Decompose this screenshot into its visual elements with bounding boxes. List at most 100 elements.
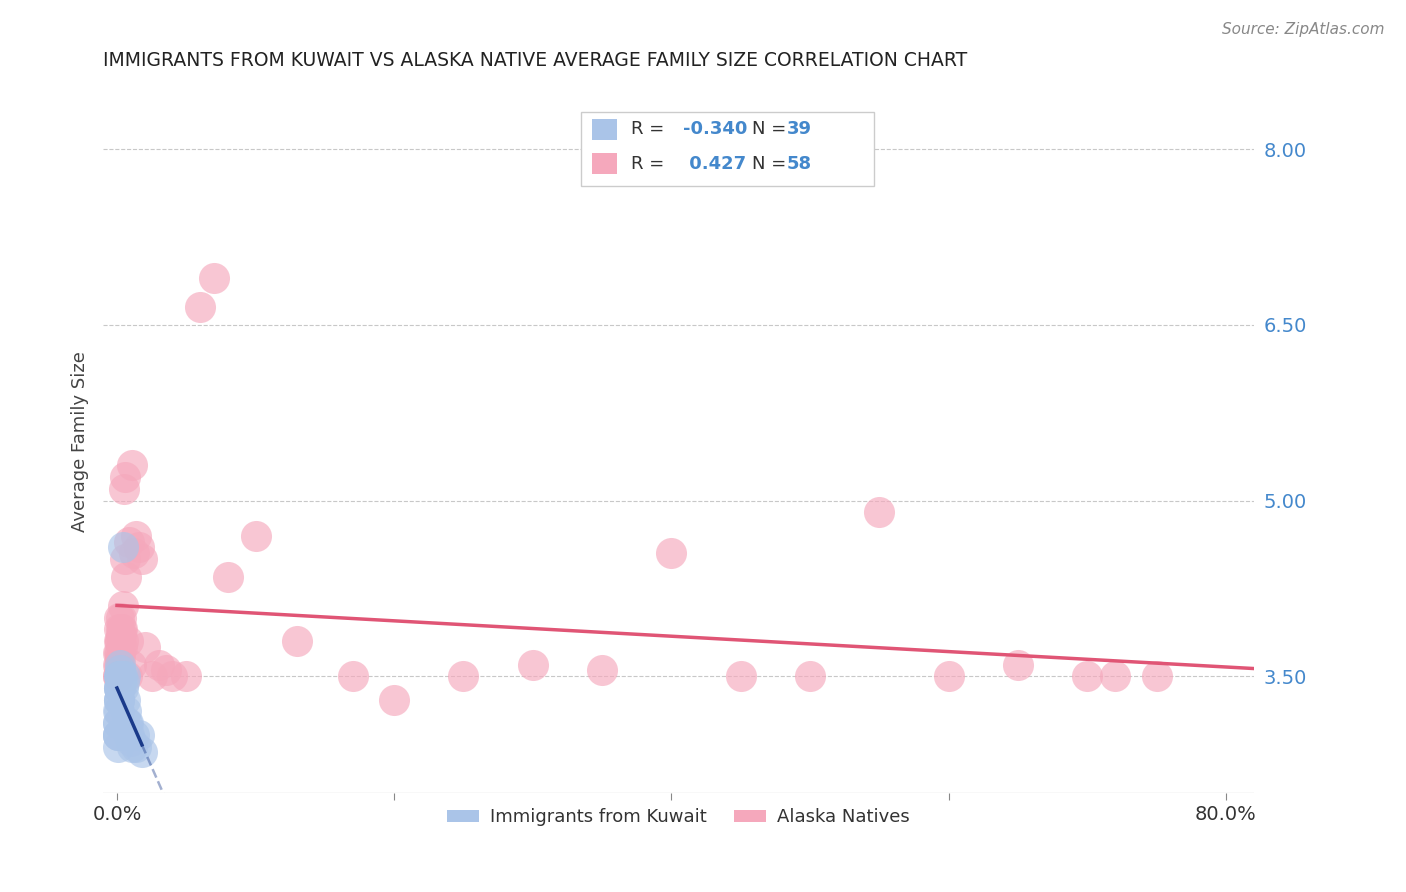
Point xyxy=(107,657,129,672)
Point xyxy=(108,610,131,624)
Point xyxy=(107,728,129,742)
FancyBboxPatch shape xyxy=(592,153,617,175)
Point xyxy=(110,610,132,624)
Point xyxy=(108,692,131,706)
Point xyxy=(131,745,153,759)
Point xyxy=(730,669,752,683)
Point xyxy=(108,634,131,648)
Point xyxy=(131,552,153,566)
Point xyxy=(217,570,239,584)
Point xyxy=(591,664,613,678)
Point xyxy=(110,669,132,683)
Point xyxy=(107,705,129,719)
Point xyxy=(114,669,136,683)
Point xyxy=(108,657,131,672)
Point xyxy=(110,675,132,690)
Point xyxy=(120,733,142,747)
Point xyxy=(112,482,135,496)
Point xyxy=(202,271,225,285)
Text: R =: R = xyxy=(631,120,665,138)
Point xyxy=(108,646,131,660)
Point xyxy=(245,529,267,543)
Point xyxy=(107,716,129,731)
Text: 58: 58 xyxy=(786,155,811,173)
Point xyxy=(115,669,138,683)
Point xyxy=(134,640,156,654)
Point xyxy=(122,546,145,560)
Point xyxy=(107,692,129,706)
Point xyxy=(111,599,134,613)
Point xyxy=(112,681,135,695)
Text: N =: N = xyxy=(752,120,786,138)
Point xyxy=(107,692,129,706)
Point xyxy=(118,534,141,549)
Point xyxy=(120,657,142,672)
Point xyxy=(661,546,683,560)
Point xyxy=(1007,657,1029,672)
Point xyxy=(121,458,143,473)
Point xyxy=(111,669,134,683)
Text: 39: 39 xyxy=(786,120,811,138)
Text: IMMIGRANTS FROM KUWAIT VS ALASKA NATIVE AVERAGE FAMILY SIZE CORRELATION CHART: IMMIGRANTS FROM KUWAIT VS ALASKA NATIVE … xyxy=(103,51,967,70)
Text: N =: N = xyxy=(752,155,786,173)
Point xyxy=(108,681,131,695)
Point xyxy=(115,716,138,731)
Point xyxy=(110,664,132,678)
Point xyxy=(108,681,131,695)
Point xyxy=(188,301,211,315)
FancyBboxPatch shape xyxy=(592,119,617,140)
Point xyxy=(125,739,148,754)
Point xyxy=(938,669,960,683)
Point xyxy=(110,628,132,642)
Point xyxy=(868,505,890,519)
Text: Source: ZipAtlas.com: Source: ZipAtlas.com xyxy=(1222,22,1385,37)
Point xyxy=(107,739,129,754)
Point xyxy=(107,728,129,742)
Point xyxy=(155,664,177,678)
Point xyxy=(114,470,136,484)
Point xyxy=(117,634,139,648)
Point xyxy=(285,634,308,648)
Point xyxy=(122,728,145,742)
Point xyxy=(1146,669,1168,683)
Point xyxy=(128,728,150,742)
Point xyxy=(148,657,170,672)
Point xyxy=(453,669,475,683)
Text: R =: R = xyxy=(631,155,665,173)
Point xyxy=(107,669,129,683)
Point xyxy=(110,634,132,648)
Point xyxy=(107,646,129,660)
Point xyxy=(111,623,134,637)
Point xyxy=(107,728,129,742)
Point xyxy=(107,669,129,683)
Point xyxy=(162,669,184,683)
Point xyxy=(1076,669,1098,683)
Point xyxy=(108,623,131,637)
Point xyxy=(382,692,405,706)
Point xyxy=(112,634,135,648)
Point xyxy=(108,646,131,660)
Point xyxy=(111,541,134,555)
Point xyxy=(108,669,131,683)
Point xyxy=(107,716,129,731)
Text: -0.340: -0.340 xyxy=(683,120,748,138)
Point xyxy=(121,739,143,754)
Point xyxy=(522,657,544,672)
Point xyxy=(108,669,131,683)
Text: 0.427: 0.427 xyxy=(683,155,747,173)
Point xyxy=(118,728,141,742)
Point xyxy=(141,669,163,683)
Point xyxy=(110,623,132,637)
Point xyxy=(112,675,135,690)
Point xyxy=(107,657,129,672)
Point xyxy=(108,651,131,665)
Point xyxy=(108,669,131,683)
Point xyxy=(115,705,138,719)
Point xyxy=(799,669,821,683)
Point xyxy=(174,669,197,683)
Point xyxy=(107,705,129,719)
Point xyxy=(108,681,131,695)
Point xyxy=(1104,669,1126,683)
Point xyxy=(111,640,134,654)
Point xyxy=(108,669,131,683)
